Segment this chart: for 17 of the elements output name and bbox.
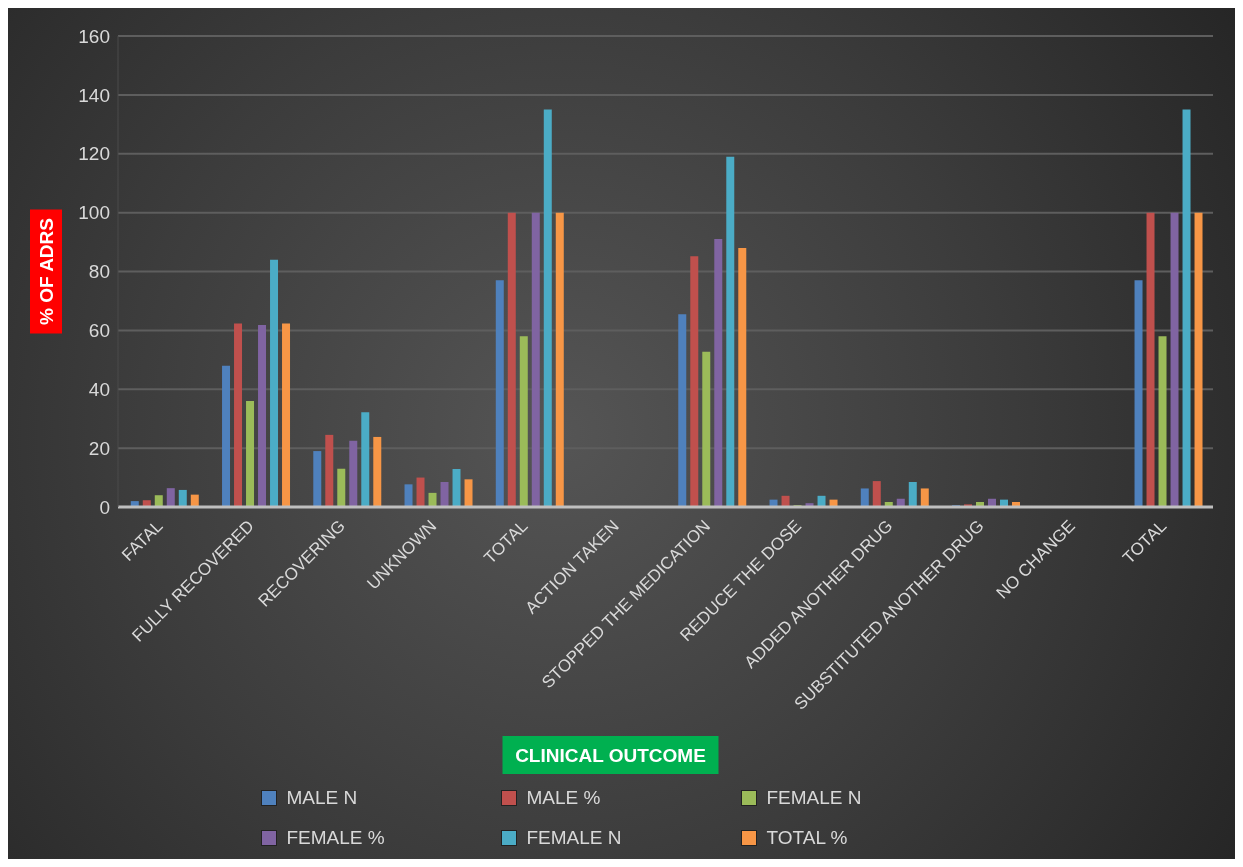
y-tick-label: 140: [78, 84, 110, 106]
legend-label: FEMALE N: [766, 787, 862, 809]
y-tick-label: 20: [88, 437, 110, 459]
y-tick-label: 40: [88, 378, 110, 400]
y-axis-title: % OF ADRS: [35, 218, 57, 325]
y-tick-label: 160: [78, 25, 110, 47]
legend-label: TOTAL %: [766, 827, 848, 849]
x-axis-title: CLINICAL OUTCOME: [515, 744, 706, 766]
y-tick-label: 100: [78, 202, 110, 224]
legend-label: MALE %: [526, 787, 601, 809]
y-tick-label: 60: [88, 320, 110, 342]
legend-label: MALE N: [286, 787, 358, 809]
legend-label: FEMALE %: [286, 827, 385, 849]
y-tick-label: 80: [88, 261, 110, 283]
y-tick-label: 120: [78, 143, 110, 165]
legend-label: FEMALE N: [526, 827, 622, 849]
y-tick-label: 0: [99, 496, 110, 518]
